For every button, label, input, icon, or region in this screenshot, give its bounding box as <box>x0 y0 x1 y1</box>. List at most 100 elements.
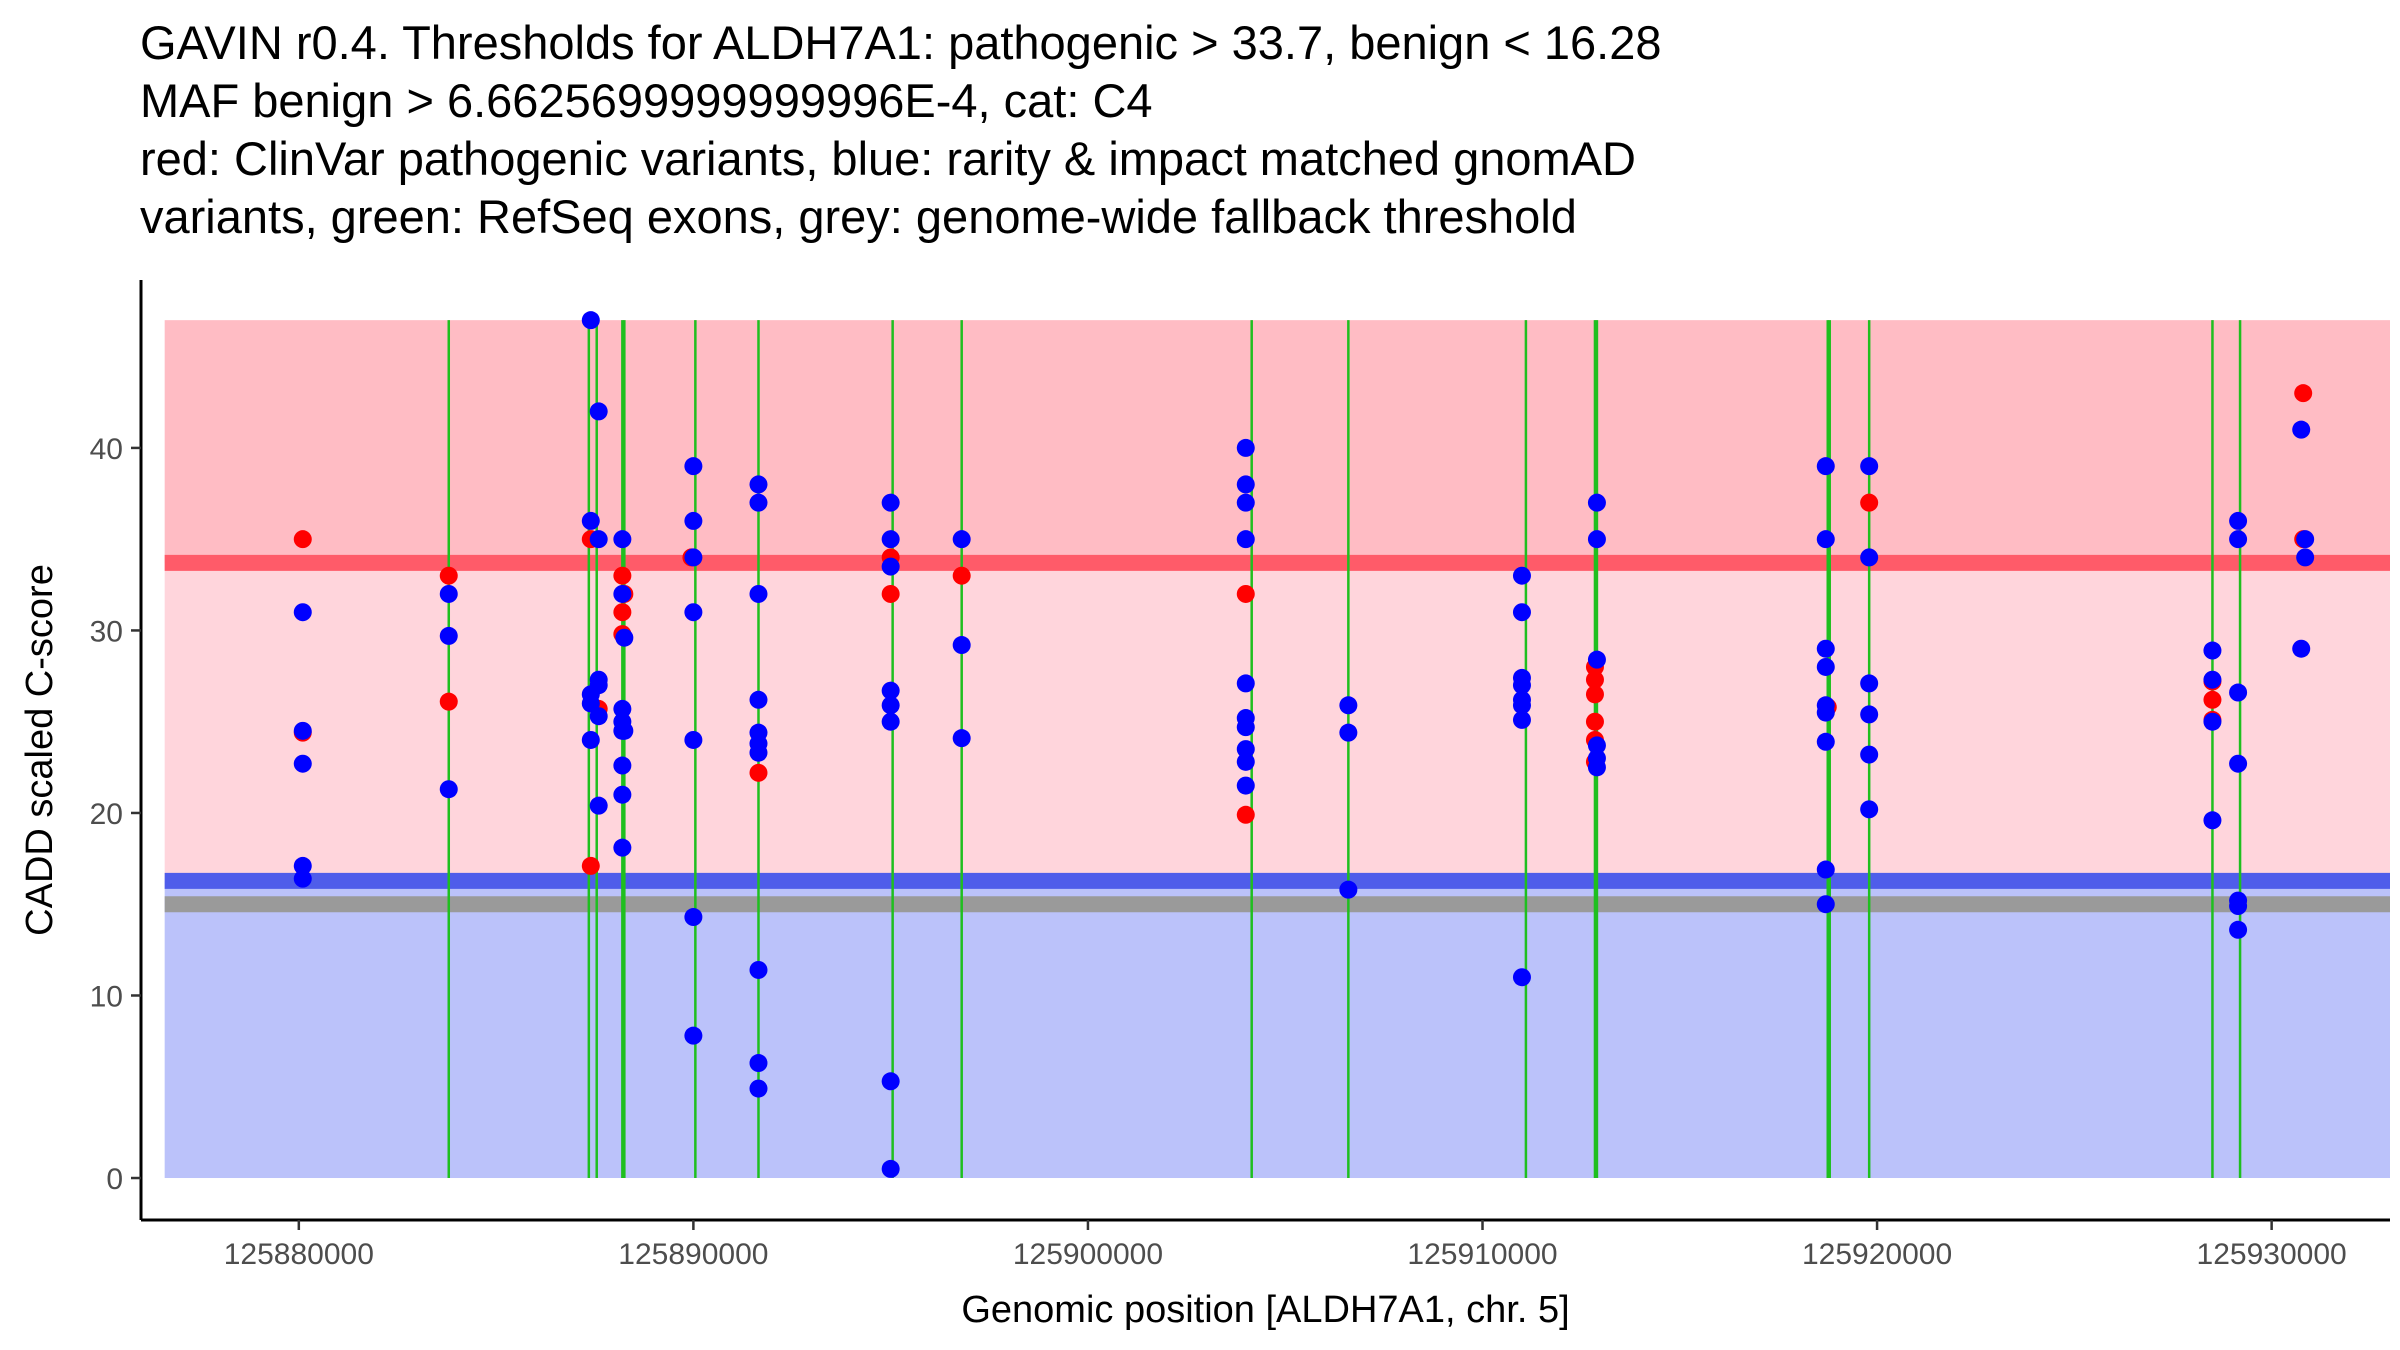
gnomad-point <box>581 730 600 749</box>
gnomad-point <box>1339 696 1358 715</box>
gnomad-point <box>589 796 608 815</box>
gnomad-point <box>1236 530 1255 549</box>
gnomad-point <box>749 743 768 762</box>
gnomad-point <box>2203 641 2222 660</box>
gnomad-point <box>1816 530 1835 549</box>
gnomad-point <box>1512 676 1531 695</box>
gnomad-point <box>684 1026 703 1045</box>
clinvar-point <box>952 566 971 585</box>
gnomad-point <box>293 603 312 622</box>
gnomad-point <box>1587 650 1606 669</box>
gnomad-point <box>581 511 600 530</box>
threshold-zones <box>164 320 2391 1179</box>
gnomad-point <box>1236 776 1255 795</box>
x-tick-label: 125900000 <box>1013 1238 1163 1271</box>
gnomad-point <box>749 960 768 979</box>
gnomad-point <box>881 1072 900 1091</box>
gnomad-point <box>952 636 971 655</box>
gnomad-point <box>2229 530 2248 549</box>
gnomad-point <box>881 681 900 700</box>
gnomad-point <box>439 584 458 603</box>
gnomad-point <box>684 730 703 749</box>
gnomad-point <box>2229 683 2248 702</box>
gnomad-point <box>1860 800 1879 819</box>
clinvar-point <box>1236 805 1255 824</box>
gnomad-point <box>2229 897 2248 916</box>
gnomad-point <box>1512 566 1531 585</box>
gnomad-point <box>1816 657 1835 676</box>
gnomad-point <box>2292 639 2311 658</box>
gnomad-point <box>1236 718 1255 737</box>
gnomad-point <box>749 584 768 603</box>
gnomad-point <box>749 690 768 709</box>
gnomad-point <box>1236 438 1255 457</box>
gnomad-point <box>589 707 608 726</box>
vous-zone <box>164 562 2391 881</box>
gnomad-point <box>613 838 632 857</box>
gnomad-point <box>439 626 458 645</box>
x-tick-label: 125880000 <box>224 1238 374 1271</box>
gnomad-point <box>615 628 634 647</box>
clinvar-point <box>439 566 458 585</box>
gnomad-point <box>293 869 312 888</box>
y-tick-label: 40 <box>90 433 123 466</box>
clinvar-point <box>1236 584 1255 603</box>
gnomad-point <box>439 780 458 799</box>
gnomad-point <box>881 1159 900 1178</box>
gnomad-point <box>1816 703 1835 722</box>
chart-title: GAVIN r0.4. Thresholds for ALDH7A1: path… <box>140 14 2380 246</box>
clinvar-point <box>2294 384 2313 403</box>
gnomad-point <box>1512 968 1531 987</box>
gnomad-point <box>881 493 900 512</box>
gnomad-point <box>1816 860 1835 879</box>
clinvar-point <box>293 530 312 549</box>
benign-zone <box>164 880 2391 1179</box>
gnomad-point <box>293 721 312 740</box>
x-tick-label: 125930000 <box>2197 1238 2347 1271</box>
x-tick-label: 125920000 <box>1802 1238 1952 1271</box>
y-tick-label: 20 <box>90 798 123 831</box>
title-line-4: variants, green: RefSeq exons, grey: gen… <box>140 190 1577 243</box>
gnomad-point <box>2229 511 2248 530</box>
y-tick-label: 10 <box>90 980 123 1013</box>
gnomad-point <box>613 530 632 549</box>
gnomad-point <box>1587 493 1606 512</box>
clinvar-point <box>613 566 632 585</box>
gnomad-point <box>2229 920 2248 939</box>
gnomad-point <box>2203 670 2222 689</box>
gnomad-point <box>684 548 703 567</box>
clinvar-point <box>1585 670 1604 689</box>
y-axis-title: CADD scaled C-score <box>19 564 61 936</box>
gnomad-point <box>881 530 900 549</box>
gnomad-point <box>1587 758 1606 777</box>
gnomad-point <box>1587 530 1606 549</box>
gnomad-point <box>1816 895 1835 914</box>
gnomad-point <box>581 311 600 330</box>
gnomad-point <box>1860 674 1879 693</box>
gnomad-point <box>1236 740 1255 759</box>
gnomad-point <box>2296 548 2315 567</box>
gnomad-point <box>749 475 768 494</box>
clinvar-point <box>2203 690 2222 709</box>
gnomad-point <box>952 530 971 549</box>
gnomad-point <box>2296 530 2315 549</box>
gnomad-point <box>1236 752 1255 771</box>
gnomad-point <box>2203 811 2222 830</box>
gnomad-point <box>1339 880 1358 899</box>
gnomad-point <box>881 712 900 731</box>
clinvar-point <box>613 603 632 622</box>
ticks: 0 10 20 30 40 125880000 125890000 125900000 1259… <box>90 433 2347 1271</box>
gnomad-point <box>615 721 634 740</box>
gnomad-point <box>1512 603 1531 622</box>
gnomad-point <box>1236 475 1255 494</box>
x-tick-label: 125910000 <box>1407 1238 1557 1271</box>
gnomad-point <box>952 729 971 748</box>
gnomad-point <box>613 756 632 775</box>
gnomad-point <box>293 856 312 875</box>
gnomad-point <box>1860 548 1879 567</box>
gnomad-point <box>589 402 608 421</box>
x-tick-label: 125890000 <box>618 1238 768 1271</box>
gnomad-point <box>881 696 900 715</box>
gnomad-point <box>1860 457 1879 476</box>
